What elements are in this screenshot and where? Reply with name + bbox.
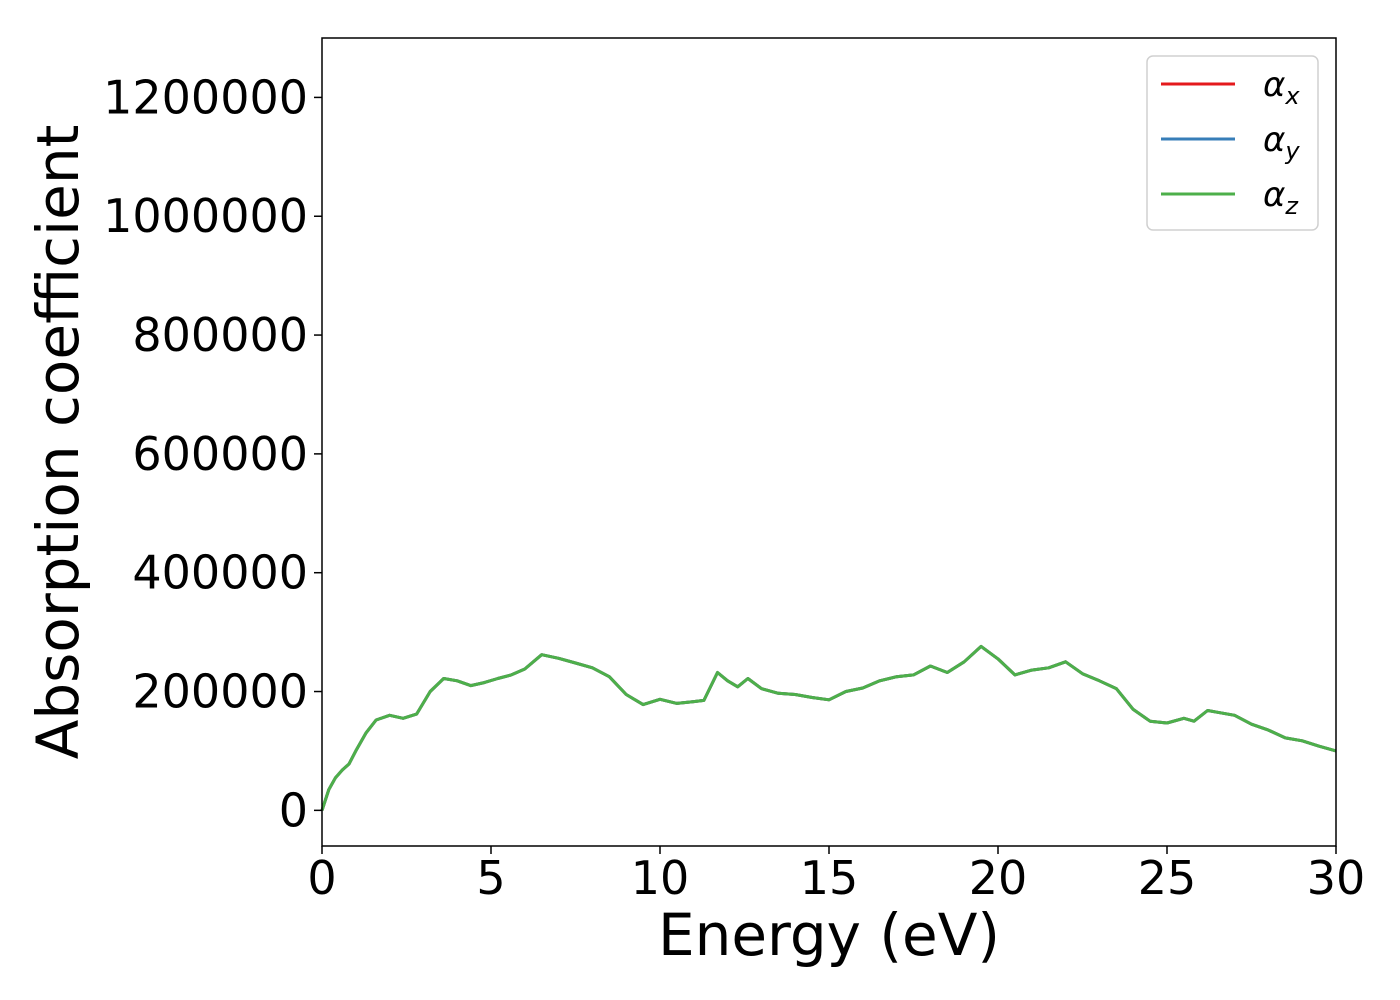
legend-box	[1146, 55, 1319, 231]
series-line-x	[320, 644, 1337, 811]
series-line-y	[320, 644, 1337, 811]
y-tick-label: 200000	[132, 665, 308, 719]
legend: αx αy αz	[1146, 55, 1319, 231]
x-tick-label: 30	[1307, 851, 1366, 905]
x-tick-label: 5	[476, 851, 505, 905]
x-tick-label: 20	[969, 851, 1028, 905]
x-tick-label: 0	[307, 851, 336, 905]
x-tick-label: 10	[631, 851, 690, 905]
x-tick-label: 25	[1138, 851, 1197, 905]
legend-label-x: αx	[1263, 65, 1300, 110]
legend-label-z: αz	[1263, 175, 1299, 220]
series-line-z	[320, 644, 1337, 811]
y-tick-label: 600000	[132, 427, 308, 481]
y-axis-ticks: 0 200000 400000 600000 800000 1000000 1200000	[103, 70, 322, 837]
y-tick-label: 1000000	[103, 189, 308, 243]
legend-label-y: αy	[1263, 120, 1300, 165]
y-tick-label: 400000	[132, 546, 308, 600]
plot-lines	[320, 644, 1337, 811]
y-tick-label: 800000	[132, 308, 308, 362]
y-tick-label: 1200000	[103, 70, 308, 124]
y-axis-label: Absorption coefficient	[24, 125, 92, 760]
x-axis-label: Energy (eV)	[658, 901, 1000, 969]
x-tick-label: 15	[800, 851, 859, 905]
y-tick-label: 0	[279, 783, 308, 837]
x-axis-ticks: 0 5 10 15 20 25 30	[307, 846, 1365, 905]
